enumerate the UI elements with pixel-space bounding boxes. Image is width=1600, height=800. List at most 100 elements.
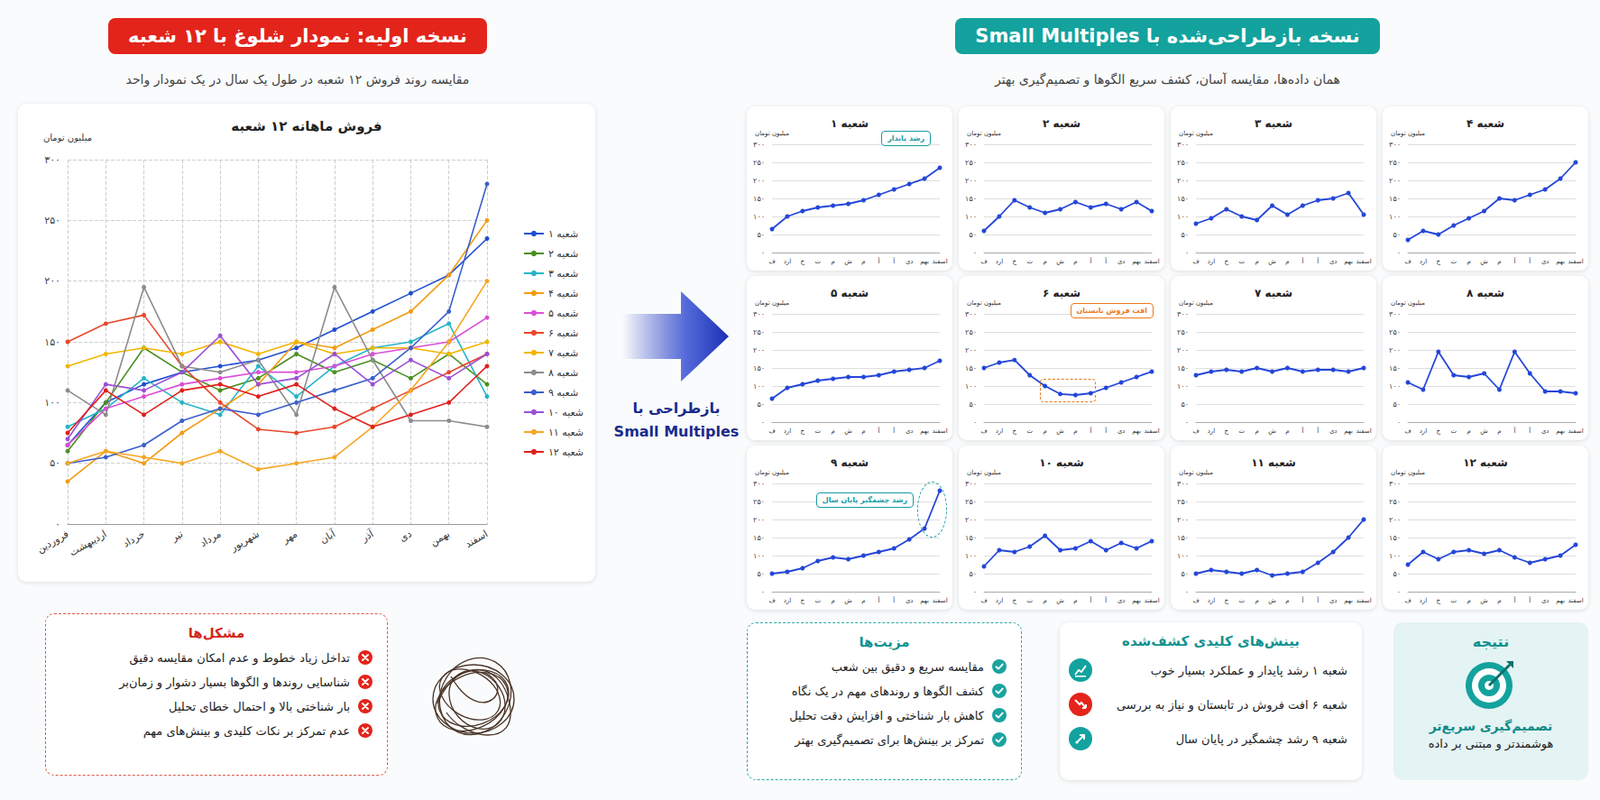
svg-text:اسفند: اسفند <box>931 257 948 266</box>
svg-text:۵۰: ۵۰ <box>756 570 765 579</box>
svg-text:بهم: بهم <box>1555 597 1565 605</box>
svg-text:۲۰۰: ۲۰۰ <box>44 275 61 287</box>
svg-text:خ: خ <box>1012 257 1018 266</box>
svg-text:م: م <box>1466 597 1471 605</box>
svg-text:اسفند: اسفند <box>931 427 948 435</box>
svg-text:۲۰۰: ۲۰۰ <box>1177 515 1189 525</box>
svg-text:۵۰: ۵۰ <box>1392 230 1401 240</box>
svg-text:۲۵۰: ۲۵۰ <box>44 214 61 227</box>
svg-text:م: م <box>1497 597 1501 605</box>
svg-text:ارد: ارد <box>1207 257 1215 266</box>
svg-text:دی: دی <box>1541 427 1550 435</box>
svg-text:۱۰۰: ۱۰۰ <box>1177 212 1189 221</box>
svg-text:شعبه ۸: شعبه ۸ <box>548 367 579 379</box>
svg-text:شعبه ۲: شعبه ۲ <box>1042 117 1081 130</box>
svg-text:میلیون تومان: میلیون تومان <box>1390 468 1426 477</box>
svg-text:فروش ماهانه ۱۲ شعبه: فروش ماهانه ۱۲ شعبه <box>230 118 382 135</box>
svg-text:ت: ت <box>1450 597 1457 605</box>
svg-text:۲۵۰: ۲۵۰ <box>753 158 765 167</box>
svg-text:۰: ۰ <box>761 248 765 258</box>
svg-text:۱۵۰: ۱۵۰ <box>44 336 61 349</box>
svg-text:شعبه ۳: شعبه ۳ <box>1254 117 1293 130</box>
svg-text:م: م <box>861 257 865 266</box>
svg-text:ارد: ارد <box>783 427 791 435</box>
svg-text:ارد: ارد <box>783 257 791 266</box>
svg-text:۳۰۰: ۳۰۰ <box>753 479 765 488</box>
svg-text:م: م <box>1073 597 1077 605</box>
svg-text:۰: ۰ <box>1397 418 1401 427</box>
svg-text:ارد: ارد <box>1419 257 1427 266</box>
svg-text:۲۰۰: ۲۰۰ <box>1177 346 1189 355</box>
svg-text:۰: ۰ <box>973 248 977 258</box>
svg-text:میلیون تومان: میلیون تومان <box>1390 299 1426 307</box>
svg-text:دی: دی <box>1329 257 1338 266</box>
svg-text:۱۵۰: ۱۵۰ <box>753 194 765 203</box>
svg-text:م: م <box>861 597 865 605</box>
svg-text:ش: ش <box>1480 427 1489 435</box>
svg-text:اسفند: اسفند <box>1567 427 1583 435</box>
svg-text:۲۰۰: ۲۰۰ <box>1388 515 1401 525</box>
svg-text:شعبه ۱۱: شعبه ۱۱ <box>548 426 584 439</box>
svg-text:م: م <box>1285 597 1289 605</box>
svg-text:دی: دی <box>905 257 914 266</box>
svg-text:خ: خ <box>1224 597 1230 605</box>
svg-text:۲۵۰: ۲۵۰ <box>1177 158 1189 167</box>
svg-text:ف: ف <box>980 597 987 605</box>
svg-text:ف: ف <box>1192 427 1199 435</box>
svg-text:ف: ف <box>768 597 775 605</box>
svg-text:م: م <box>1254 597 1259 605</box>
svg-text:شعبه ۱: شعبه ۱ <box>548 228 579 240</box>
svg-text:اسفند: اسفند <box>1143 257 1159 266</box>
svg-text:۲۰۰: ۲۰۰ <box>965 176 977 185</box>
svg-text:۲۵۰: ۲۵۰ <box>1388 328 1401 337</box>
svg-text:۱۰۰: ۱۰۰ <box>753 382 765 391</box>
svg-text:اسفند: اسفند <box>1355 427 1371 435</box>
svg-text:۲۵۰: ۲۵۰ <box>753 328 765 337</box>
svg-text:دی: دی <box>1329 427 1338 435</box>
svg-text:م: م <box>1254 257 1259 266</box>
svg-text:ت: ت <box>814 597 821 605</box>
svg-text:دی: دی <box>1117 597 1126 605</box>
svg-text:بهم: بهم <box>919 427 929 435</box>
svg-text:تیر: تیر <box>168 527 185 544</box>
svg-text:ت: ت <box>1026 257 1033 266</box>
svg-text:اسفند: اسفند <box>931 597 948 605</box>
svg-text:۲۰۰: ۲۰۰ <box>1177 176 1189 185</box>
svg-text:ف: ف <box>1404 427 1411 435</box>
svg-text:میلیون تومان: میلیون تومان <box>43 132 92 143</box>
svg-text:شعبه ۴: شعبه ۴ <box>1466 117 1505 130</box>
svg-text:آ: آ <box>1088 596 1093 605</box>
svg-text:۵۰: ۵۰ <box>968 400 977 409</box>
svg-text:میلیون تومان: میلیون تومان <box>1390 129 1426 138</box>
svg-text:م: م <box>1042 427 1047 435</box>
svg-text:۵۰: ۵۰ <box>1180 400 1189 409</box>
svg-text:میلیون تومان: میلیون تومان <box>754 468 790 477</box>
svg-text:۳۰۰: ۳۰۰ <box>1177 310 1189 319</box>
svg-text:ارد: ارد <box>783 597 791 605</box>
svg-text:۰: ۰ <box>973 418 977 427</box>
svg-text:ارد: ارد <box>1207 427 1215 435</box>
svg-text:۲۵۰: ۲۵۰ <box>1177 497 1189 506</box>
svg-text:آ: آ <box>1315 596 1320 605</box>
svg-text:۳۰۰: ۳۰۰ <box>1388 140 1401 149</box>
svg-text:آ: آ <box>1103 257 1108 266</box>
svg-text:خ: خ <box>1012 427 1018 435</box>
svg-text:اسفند: اسفند <box>1143 427 1159 435</box>
svg-text:شعبه ۵: شعبه ۵ <box>830 286 869 300</box>
svg-text:ت: ت <box>1026 427 1033 435</box>
svg-text:م: م <box>830 427 835 435</box>
svg-text:۳۰۰: ۳۰۰ <box>1388 479 1401 488</box>
svg-text:۱۵۰: ۱۵۰ <box>1388 533 1401 543</box>
svg-text:اسفند: اسفند <box>462 527 490 551</box>
svg-text:۵۰: ۵۰ <box>49 457 61 469</box>
svg-text:۳۰۰: ۳۰۰ <box>753 140 765 149</box>
svg-text:شعبه ۱: شعبه ۱ <box>830 117 869 130</box>
svg-text:۰: ۰ <box>55 518 61 531</box>
svg-text:ف: ف <box>1404 597 1411 605</box>
svg-text:۳۰۰: ۳۰۰ <box>965 310 977 319</box>
svg-text:خ: خ <box>1224 427 1230 435</box>
svg-text:ف: ف <box>768 257 775 266</box>
svg-text:بهم: بهم <box>919 257 929 266</box>
svg-text:۲۰۰: ۲۰۰ <box>753 515 765 525</box>
svg-text:بهم: بهم <box>1555 257 1565 266</box>
